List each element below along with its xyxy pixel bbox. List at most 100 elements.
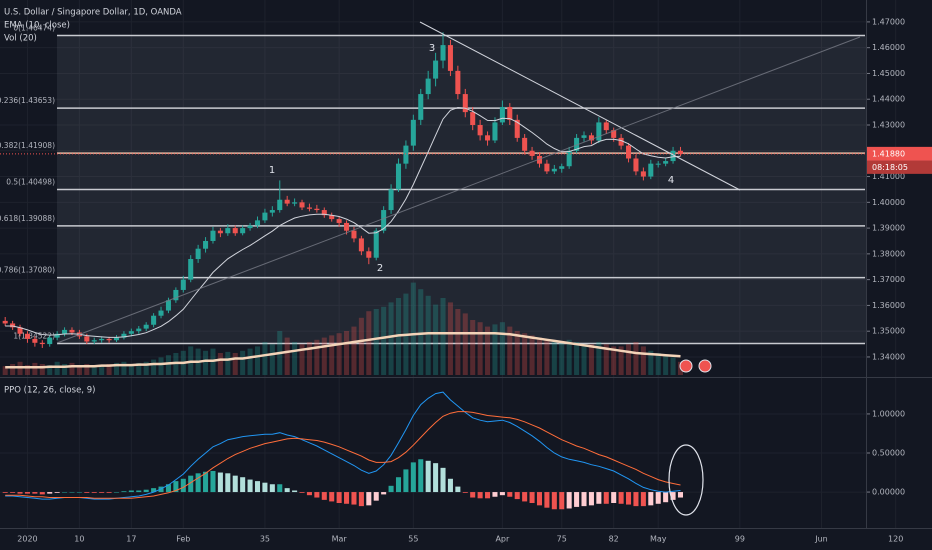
volume-bar (618, 346, 624, 375)
candle-body (306, 207, 312, 209)
candle-body (210, 230, 216, 241)
candle-body (507, 106, 513, 120)
ppo-histogram-bar (203, 471, 209, 493)
candle-body (314, 208, 320, 211)
y-tick-label: 1.36000 (872, 301, 905, 310)
volume-bar (626, 344, 632, 375)
candle-body (151, 315, 157, 325)
volume-bar (566, 339, 572, 375)
candle-body (618, 137, 624, 146)
volume-ma-line (5, 331, 681, 369)
volume-bar (314, 339, 320, 375)
volume-bar (336, 333, 342, 375)
volume-bar (670, 357, 676, 375)
ppo-histogram-bar (299, 492, 305, 493)
volume-bar (217, 353, 223, 375)
volume-bar (633, 342, 639, 375)
ppo-histogram-bar (2, 492, 8, 493)
volume-bar (54, 361, 60, 375)
volume-bar (447, 302, 453, 375)
ppo-histogram-bar (633, 492, 639, 507)
candle-body (410, 119, 416, 146)
volume-bar (106, 364, 112, 375)
ppo-histogram-bar (596, 492, 602, 504)
ppo-histogram-bar (640, 492, 646, 507)
candle-body (24, 333, 30, 339)
ppo-histogram-bar (262, 482, 268, 493)
ppo-histogram-bar (536, 492, 543, 506)
ppo-histogram-bar (566, 492, 572, 509)
ppo-histogram-bar (470, 492, 476, 498)
volume-bar (10, 364, 16, 375)
candle-body (321, 210, 327, 216)
volume-bar (203, 350, 209, 375)
ppo-histogram-bar (499, 492, 505, 496)
volume-bar (492, 324, 498, 375)
volume-bar (410, 282, 416, 375)
volume-bar (507, 326, 513, 375)
volume-bar (485, 326, 491, 375)
ppo-histogram-bar (366, 492, 372, 506)
ppo-histogram-bar (195, 473, 201, 493)
volume-bar (39, 364, 45, 375)
ppo-histogram-bar (581, 492, 587, 507)
volume-bar (62, 364, 68, 375)
volume-bar (381, 306, 387, 375)
ppo-histogram-bar (447, 478, 453, 493)
trend-line (56, 36, 861, 344)
volume-bar (470, 320, 476, 375)
ppo-histogram-bar (418, 459, 424, 493)
y-tick-label: 0.00000 (872, 488, 905, 497)
wave-label: 4 (668, 175, 674, 186)
indicator-label: Vol (20) (4, 34, 37, 44)
candle-body (165, 300, 171, 311)
volume-bar (91, 366, 97, 375)
ppo-histogram-bar (106, 492, 112, 493)
ppo-histogram-bar (344, 492, 350, 504)
ppo-histogram-bar (173, 481, 179, 493)
candle-body (358, 238, 364, 252)
candle-body (292, 202, 298, 204)
ppo-histogram-bar (269, 484, 275, 493)
event-icon[interactable] (679, 359, 693, 373)
ppo-histogram-bar (277, 484, 283, 493)
volume-bar (269, 344, 275, 375)
ppo-histogram-bar (240, 477, 246, 493)
volume-bar (499, 322, 505, 375)
y-tick-label: 1.47000 (872, 17, 905, 26)
candle-body (477, 125, 483, 136)
ppo-histogram-bar (588, 492, 594, 506)
last-price-label: 1.41880 (872, 149, 905, 158)
candle-body (366, 251, 372, 258)
volume-bar (603, 344, 609, 375)
candle-body (611, 130, 617, 138)
x-tick-label: 35 (260, 535, 270, 544)
ppo-histogram-bar (559, 492, 565, 510)
candle-body (32, 338, 38, 343)
ppo-histogram-bar (84, 492, 90, 493)
volume-bar (440, 298, 446, 375)
candle-body (143, 324, 149, 329)
wave-label: 2 (377, 263, 383, 274)
candle-body (336, 219, 342, 223)
fib-label: 0.786(1.37080) (0, 266, 55, 275)
ppo-histogram-bar (388, 485, 394, 493)
candle-body (54, 333, 60, 338)
x-tick-label: 99 (735, 535, 745, 544)
ppo-histogram-bar (188, 475, 194, 493)
ppo-histogram-bar (329, 492, 335, 502)
volume-bar (165, 355, 171, 375)
volume-bar (559, 342, 565, 375)
ppo-histogram-bar (180, 478, 186, 493)
x-tick-label: Feb (176, 535, 190, 544)
event-icon[interactable] (698, 359, 712, 373)
candle-body (203, 240, 209, 249)
volume-bar (136, 362, 142, 375)
ppo-histogram-bar (17, 492, 23, 494)
ppo-histogram-bar (210, 470, 216, 493)
y-tick-label: 1.35000 (872, 327, 905, 336)
volume-bar (514, 331, 520, 375)
candle-body (2, 320, 8, 324)
ppo-histogram-bar (551, 492, 557, 510)
candle-body (574, 137, 580, 151)
